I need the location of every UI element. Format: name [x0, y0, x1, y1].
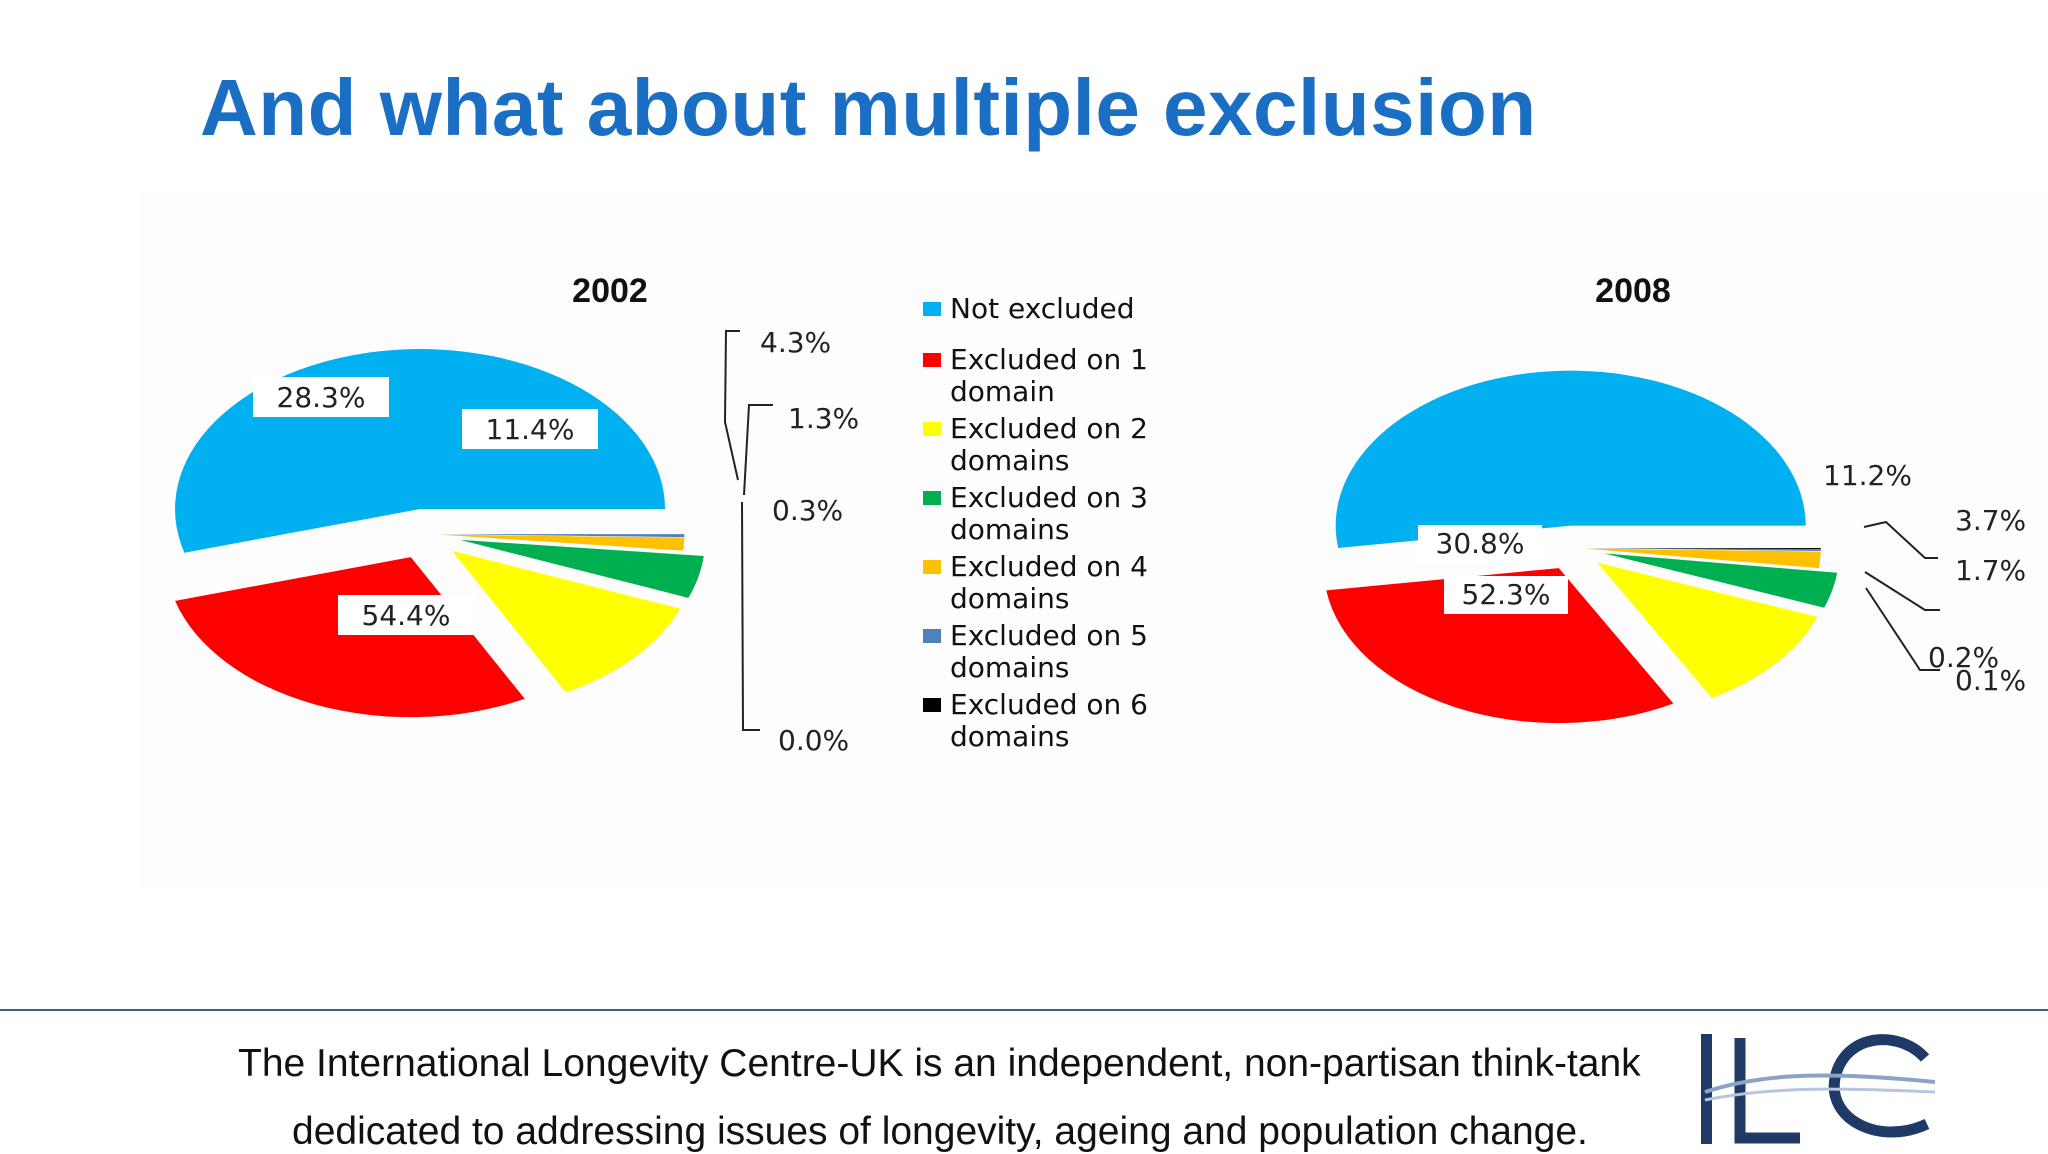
legend-swatch — [923, 491, 941, 505]
pie-slice — [439, 534, 685, 538]
legend-swatch — [923, 422, 941, 436]
data-label: 28.3% — [277, 381, 366, 414]
pie-slice — [439, 534, 685, 551]
data-label: 0.0% — [778, 724, 849, 757]
legend-swatch — [923, 629, 941, 643]
ilc-logo — [1695, 1020, 1945, 1152]
pie-slice — [175, 557, 525, 718]
legend-label: Excluded on 5 — [950, 619, 1148, 652]
leader-line — [1863, 520, 1938, 559]
pie-slice — [1326, 568, 1674, 724]
data-label: 3.7% — [1955, 504, 2026, 537]
data-label-box — [253, 377, 389, 417]
legend-label: Excluded on 2 — [950, 412, 1148, 445]
legend-label: Not excluded — [950, 292, 1134, 325]
legend-label: Excluded on 1 — [950, 343, 1148, 376]
footer-text-line-2: dedicated to addressing issues of longev… — [292, 1110, 1588, 1153]
data-label: 4.3% — [760, 326, 831, 359]
pie-slice — [1604, 553, 1838, 608]
pie-title: 2002 — [572, 272, 648, 310]
data-label: 1.3% — [788, 402, 859, 435]
legend-swatch — [923, 698, 941, 712]
pie-slice — [451, 550, 681, 693]
legend-label: domain — [950, 375, 1055, 408]
data-label-box — [1444, 576, 1568, 614]
legend-swatch — [923, 302, 941, 316]
legend-label: Excluded on 4 — [950, 550, 1148, 583]
leader-line — [741, 501, 760, 731]
pie-2008: 2008 52.3% 30.8% 11.2% 3.7% 1.7% 0.2%0.1% — [1326, 272, 2026, 724]
pie-slice — [175, 349, 666, 553]
legend-label: Excluded on 3 — [950, 481, 1148, 514]
data-label: 52.3% — [1462, 578, 1551, 611]
data-label: 30.8% — [1436, 527, 1525, 560]
leader-line — [723, 330, 740, 481]
chart-panel: 2002 54.4% 28.3% 11.4% 4.3% 1.3% 0.3% 0.0% 2008 5… — [140, 190, 2048, 890]
data-label-box — [1418, 525, 1542, 563]
pie-slice — [1585, 548, 1821, 552]
data-label: 54.4% — [362, 599, 451, 632]
data-label: 11.2% — [1823, 459, 1912, 492]
legend-swatch — [923, 560, 941, 574]
pie-slice — [1585, 548, 1821, 550]
legend-label: domains — [950, 651, 1069, 684]
legend-label: domains — [950, 582, 1069, 615]
leader-line — [743, 404, 773, 496]
slide-title: And what about multiple exclusion — [200, 63, 1537, 152]
data-label-box — [462, 409, 598, 449]
footer-divider — [0, 1009, 2048, 1011]
pie-slice — [460, 539, 704, 598]
legend-label: domains — [950, 444, 1069, 477]
legend-label: domains — [950, 513, 1069, 546]
pie-title: 2008 — [1595, 272, 1671, 310]
pie-slice — [1335, 370, 1806, 548]
data-label: 1.7% — [1955, 554, 2026, 587]
data-label-box — [338, 595, 474, 635]
legend-label: Excluded on 6 — [950, 688, 1148, 721]
legend-label: domains — [950, 720, 1069, 753]
data-label: 0.1% — [1955, 664, 2026, 697]
pie-slice — [1597, 562, 1818, 698]
leader-line — [1865, 587, 1940, 671]
pie-2002: 2002 54.4% 28.3% 11.4% 4.3% 1.3% 0.3% 0.0% — [175, 272, 859, 757]
data-label: 0.2% — [1928, 641, 1999, 674]
data-label: 0.3% — [772, 494, 843, 527]
legend-swatch — [923, 353, 941, 367]
data-label: 11.4% — [486, 413, 575, 446]
leader-line — [1864, 571, 1940, 611]
pie-charts: 2002 54.4% 28.3% 11.4% 4.3% 1.3% 0.3% 0.0% 2008 5… — [175, 272, 2026, 757]
pie-slice — [1585, 548, 1821, 569]
footer-text-line-1: The International Longevity Centre-UK is… — [238, 1042, 1641, 1085]
